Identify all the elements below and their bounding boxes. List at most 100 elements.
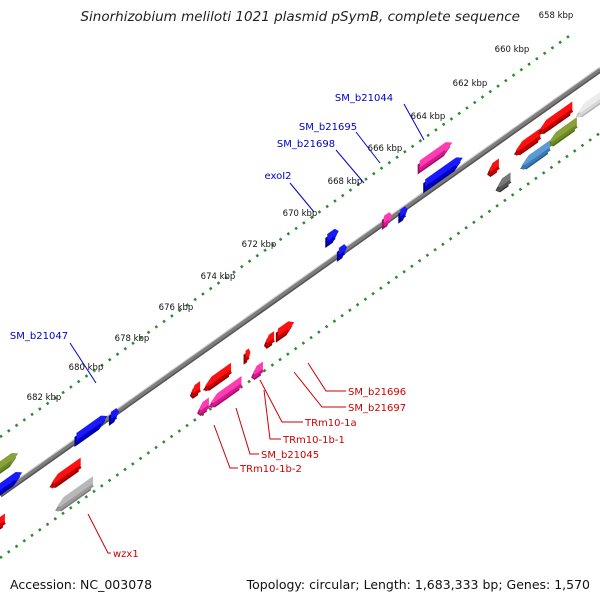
gene-label-forward: SM_b21698 — [277, 139, 335, 150]
feature-face — [210, 376, 242, 404]
gene-label-reverse: wzx1 — [113, 549, 139, 560]
gene-feature-4 — [325, 228, 339, 249]
feature-shade — [204, 370, 232, 392]
tick-label: 664 kbp — [411, 112, 446, 122]
gene-feature-6 — [108, 408, 120, 426]
gene-labels: SM_b21044 SM_b21695 SM_b21698 exoI2 SM_b2104… — [10, 93, 425, 560]
gene-feature-24 — [537, 101, 574, 135]
leader-line — [213, 424, 238, 469]
tick-label: 670 kbp — [283, 209, 318, 219]
gene-feature-21 — [513, 128, 542, 156]
gene-label-forward: SM_b21695 — [299, 122, 357, 133]
tick-label: 666 kbp — [368, 144, 403, 154]
tick-label: 662 kbp — [453, 79, 488, 89]
feature-face — [522, 140, 550, 166]
gene-label-reverse: SM_b21696 — [348, 387, 406, 398]
feature-shade — [326, 236, 336, 245]
feature-shade — [538, 109, 574, 135]
tick-label: 672 kbp — [242, 240, 277, 250]
feature-shade — [338, 251, 346, 259]
gene-feature-9 — [0, 471, 23, 496]
feature-shade — [75, 423, 102, 444]
feature-shade — [548, 124, 578, 148]
gene-feature-14 — [202, 362, 232, 392]
tick-label: 660 kbp — [495, 45, 530, 55]
feature-shade — [0, 479, 17, 494]
gene-feature-1 — [423, 157, 463, 194]
gene-feature-19 — [55, 476, 94, 512]
gene-feature-17 — [197, 397, 210, 417]
tick-label: 674 kbp — [201, 272, 236, 282]
feature-face — [539, 101, 573, 130]
feature-shade — [50, 465, 82, 489]
leader-line — [259, 379, 303, 423]
gene-label-forward: SM_b21047 — [10, 331, 68, 342]
gene-label-reverse: TRm10-1a — [304, 418, 357, 429]
tick-label: 676 kbp — [159, 303, 194, 313]
accession-text: Accession: NC_003078 — [10, 577, 153, 592]
feature-shade — [418, 149, 447, 171]
map-title: Sinorhizobium meliloti 1021 plasmid pSym… — [80, 9, 520, 25]
tick-label: 668 kbp — [328, 177, 363, 187]
gene-feature-20 — [0, 513, 6, 530]
gene-label-reverse: SM_b21697 — [348, 403, 406, 414]
leader-line — [235, 407, 259, 455]
gene-features — [0, 91, 600, 530]
feature-shade — [496, 180, 512, 192]
gene-feature-25 — [575, 91, 600, 118]
gene-feature-26 — [487, 158, 500, 178]
leader-line — [307, 362, 346, 392]
scale-ticks: 658 kbp 660 kbp 662 kbp 664 kbp 666 kbp 668 k… — [27, 11, 574, 403]
gene-feature-10 — [275, 321, 295, 343]
feature-face — [577, 91, 600, 114]
feature-shade — [488, 166, 500, 176]
gene-feature-3 — [381, 212, 393, 230]
gene-label-reverse: TRm10-1b-2 — [239, 464, 302, 475]
tick-label: 658 kbp — [539, 11, 574, 21]
gene-feature-11 — [263, 331, 275, 349]
tick-label: 682 kbp — [27, 393, 62, 403]
gene-feature-13 — [251, 361, 264, 381]
gene-feature-16 — [189, 381, 201, 399]
tick-label: 678 kbp — [115, 334, 150, 344]
feature-shade — [424, 165, 458, 190]
gene-label-forward: SM_b21044 — [335, 93, 393, 104]
leader-line — [335, 149, 365, 184]
leader-line — [293, 371, 346, 408]
gene-feature-7 — [74, 415, 108, 447]
feature-shade — [383, 219, 391, 227]
genome-summary: Topology: circular; Length: 1,683,333 bp… — [246, 577, 590, 592]
gene-feature-2 — [398, 206, 408, 224]
gene-feature-12 — [243, 348, 251, 365]
feature-shade — [521, 147, 551, 171]
feature-shade — [56, 484, 94, 512]
gene-feature-15 — [208, 376, 243, 409]
feature-shade — [191, 388, 201, 398]
leader-line — [289, 182, 315, 213]
gene-feature-27 — [495, 172, 512, 193]
forward-tick-line — [0, 32, 573, 439]
feature-shade — [0, 460, 13, 473]
gene-feature-23 — [520, 140, 551, 171]
feature-shade — [209, 383, 243, 409]
feature-shade — [252, 369, 264, 379]
gene-label-forward: exoI2 — [264, 171, 291, 182]
leader-line — [263, 389, 281, 440]
leader-line — [355, 131, 381, 164]
feature-shade — [276, 329, 290, 339]
feature-shade — [576, 99, 600, 118]
gene-feature-5 — [336, 244, 348, 262]
feature-shade — [265, 338, 275, 348]
feature-shade — [399, 213, 406, 220]
gene-label-reverse: SM_b21045 — [261, 450, 319, 461]
feature-face — [204, 362, 232, 387]
feature-face — [51, 457, 81, 484]
gene-feature-0 — [417, 142, 453, 175]
feature-shade — [198, 405, 210, 415]
leader-line — [87, 513, 111, 554]
feature-shade — [0, 521, 6, 528]
leader-line — [69, 342, 97, 384]
feature-face — [515, 128, 541, 152]
feature-face — [57, 476, 93, 508]
